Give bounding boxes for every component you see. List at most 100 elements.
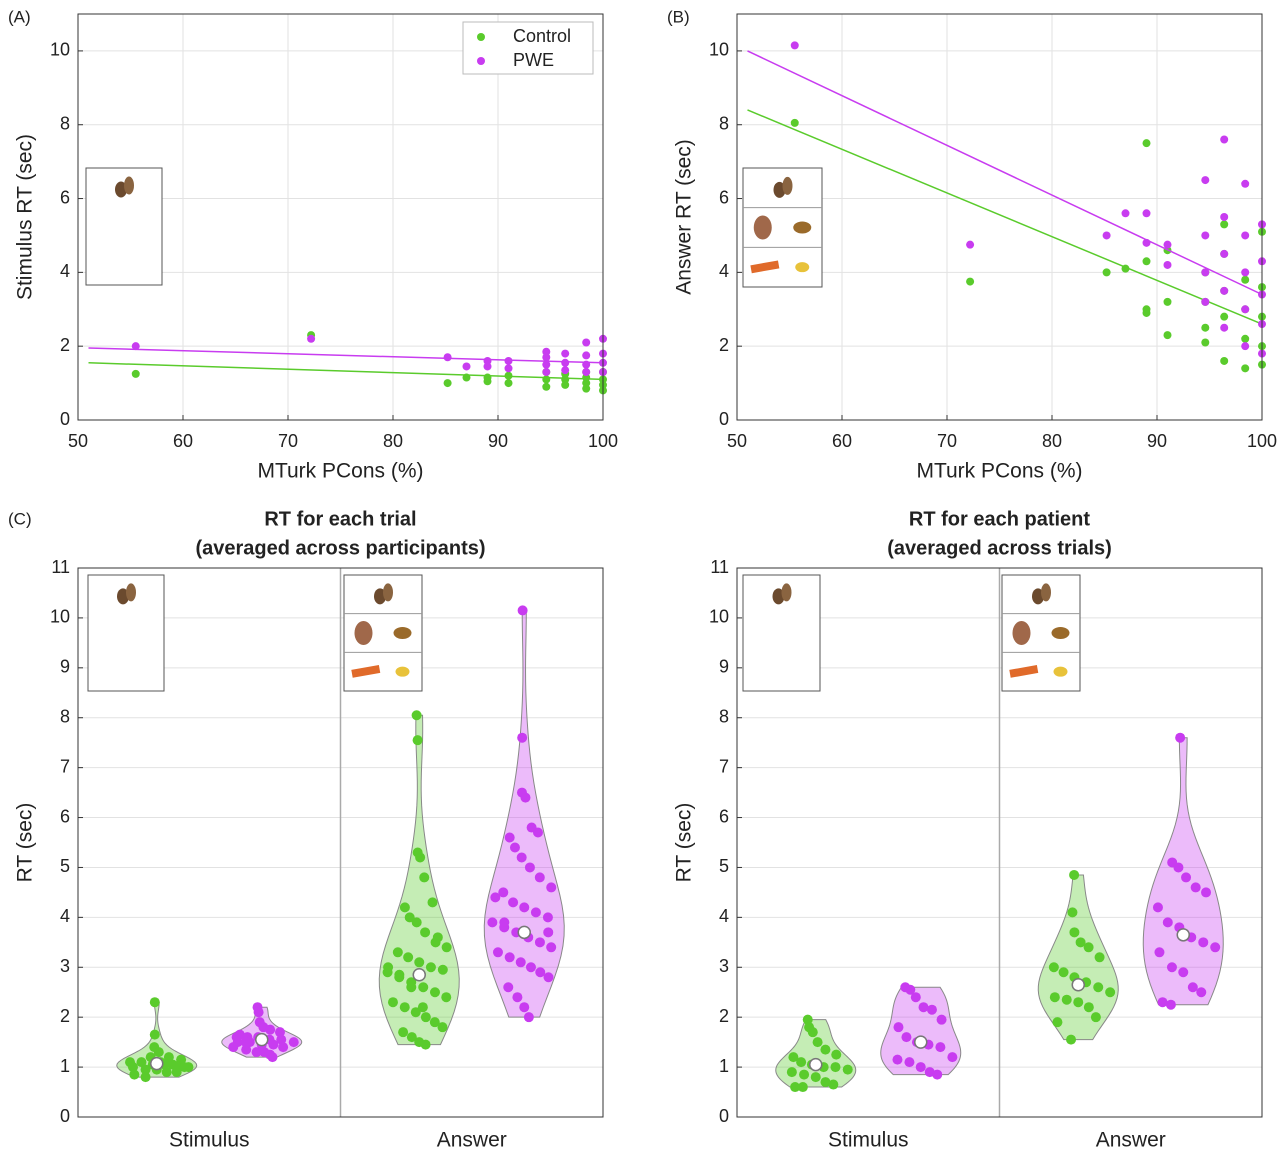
data-point xyxy=(483,373,492,382)
legend-marker xyxy=(477,33,485,41)
data-point xyxy=(1061,994,1072,1005)
data-point xyxy=(542,382,551,391)
data-point xyxy=(1121,209,1130,218)
data-point xyxy=(520,792,531,803)
data-point xyxy=(1102,268,1111,277)
inset-icon xyxy=(1009,665,1039,678)
data-point xyxy=(1157,997,1168,1008)
data-point xyxy=(534,872,545,883)
y-tick-label: 8 xyxy=(719,113,729,133)
x-tick-label: Answer xyxy=(437,1129,507,1152)
data-point xyxy=(163,1052,174,1063)
data-point xyxy=(504,952,515,963)
inset-icon xyxy=(124,176,134,195)
y-tick-label: 2 xyxy=(60,335,70,355)
data-point xyxy=(1175,732,1186,743)
data-point xyxy=(519,902,530,913)
data-point xyxy=(1198,937,1209,948)
inset-icon xyxy=(1041,583,1051,602)
data-point xyxy=(1052,1017,1063,1028)
data-point xyxy=(932,1069,943,1080)
median-marker xyxy=(914,1035,928,1049)
data-point xyxy=(799,1069,810,1080)
data-point xyxy=(127,1062,138,1073)
data-point xyxy=(1142,305,1151,314)
x-tick-label: 80 xyxy=(383,431,403,451)
data-point xyxy=(790,118,799,127)
data-point xyxy=(419,872,430,883)
data-point xyxy=(276,1034,287,1045)
y-tick-label: 2 xyxy=(60,1006,70,1026)
data-point xyxy=(432,932,443,943)
data-point xyxy=(228,1042,239,1053)
y-tick-label: 9 xyxy=(60,657,70,677)
data-point xyxy=(253,1007,264,1018)
data-point xyxy=(425,962,436,973)
data-point xyxy=(535,967,546,978)
y-axis-label: Stimulus RT (sec) xyxy=(14,134,37,300)
data-point xyxy=(525,962,536,973)
panel-label: (B) xyxy=(667,7,690,26)
data-point xyxy=(267,1052,278,1063)
data-point xyxy=(131,369,140,378)
data-point xyxy=(1163,331,1172,340)
x-tick-label: 70 xyxy=(937,431,957,451)
x-axis-label: MTurk PCons (%) xyxy=(257,460,423,483)
data-point xyxy=(1067,907,1078,918)
inset-icon xyxy=(395,666,410,677)
data-point xyxy=(842,1064,853,1075)
data-point xyxy=(483,362,492,371)
data-point xyxy=(420,927,431,938)
data-point xyxy=(406,982,417,993)
data-point xyxy=(149,997,160,1008)
axes-frame xyxy=(77,567,604,1118)
data-point xyxy=(546,942,557,953)
inset-icon xyxy=(795,262,810,273)
data-point xyxy=(504,364,513,373)
data-point xyxy=(503,982,514,993)
data-point xyxy=(542,360,551,369)
data-point xyxy=(1201,338,1210,347)
data-point xyxy=(1241,268,1250,277)
data-point xyxy=(519,1002,530,1013)
chart-title: (averaged across participants) xyxy=(195,537,485,559)
data-point xyxy=(1178,967,1189,978)
y-tick-label: 6 xyxy=(719,187,729,207)
y-tick-label: 0 xyxy=(719,409,729,429)
fit-line xyxy=(747,109,1263,325)
data-point xyxy=(1201,887,1212,898)
data-point xyxy=(1163,260,1172,269)
y-tick-label: 6 xyxy=(719,806,729,826)
inset-icon xyxy=(1012,621,1031,645)
data-point xyxy=(504,356,513,365)
data-point xyxy=(901,1032,912,1043)
y-axis-label: RT (sec) xyxy=(673,803,696,883)
data-point xyxy=(905,984,916,995)
x-tick-label: 50 xyxy=(727,431,747,451)
data-point xyxy=(412,735,423,746)
x-tick-label: 60 xyxy=(173,431,193,451)
data-point xyxy=(1163,297,1172,306)
data-point xyxy=(508,897,519,908)
data-point xyxy=(542,353,551,362)
data-point xyxy=(1241,275,1250,284)
data-point xyxy=(820,1044,831,1055)
y-tick-label: 7 xyxy=(60,756,70,776)
data-point xyxy=(1049,992,1060,1003)
inset-icon xyxy=(393,627,412,639)
data-point xyxy=(582,384,591,393)
data-point xyxy=(828,1079,839,1090)
data-point xyxy=(1187,982,1198,993)
y-tick-label: 4 xyxy=(719,261,729,281)
data-point xyxy=(546,882,557,893)
data-point xyxy=(1105,987,1116,998)
inset-icon xyxy=(781,583,792,602)
data-point xyxy=(129,1069,140,1080)
data-point xyxy=(1165,999,1176,1010)
data-point xyxy=(1073,997,1084,1008)
data-point xyxy=(892,1054,903,1065)
data-point xyxy=(1201,323,1210,332)
data-point xyxy=(582,351,591,360)
data-point xyxy=(918,1002,929,1013)
